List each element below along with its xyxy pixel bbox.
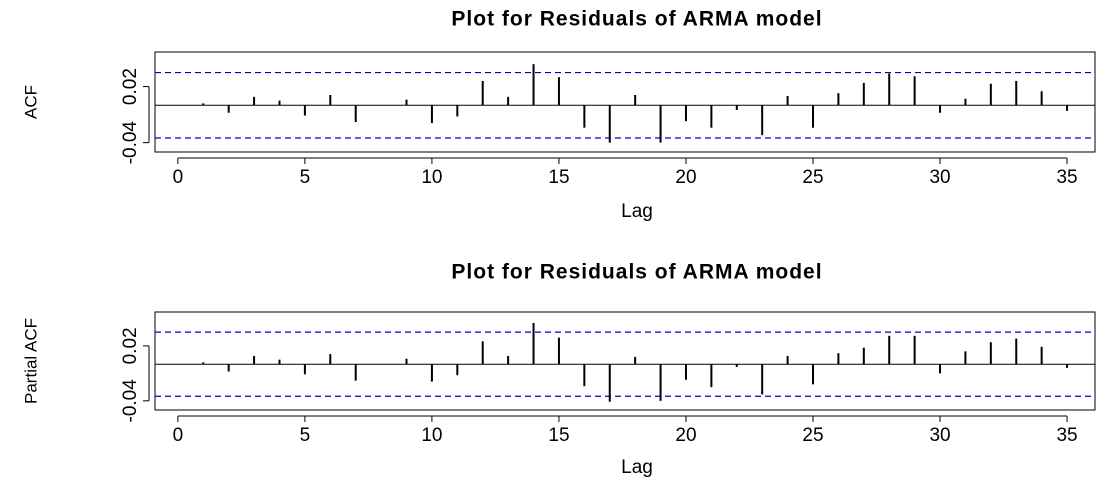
x-tick-label: 35 — [1056, 425, 1077, 446]
y-tick-label: 0.02 — [120, 68, 141, 105]
chart-title: Plot for Residuals of ARMA model — [451, 8, 822, 31]
x-tick-label: 35 — [1056, 167, 1077, 188]
plot-box — [154, 51, 1096, 153]
x-tick-label: 5 — [300, 167, 311, 188]
x-tick-label: 10 — [421, 425, 442, 446]
y-tick-label: 0.02 — [120, 327, 141, 364]
x-tick-label: 30 — [929, 425, 950, 446]
x-tick-label: 5 — [300, 425, 311, 446]
plot-box — [154, 311, 1096, 411]
x-tick-label: 0 — [173, 425, 184, 446]
y-axis-label: Partial ACF — [21, 318, 40, 404]
chart-title: Plot for Residuals of ARMA model — [451, 261, 822, 284]
x-tick-label: 30 — [929, 167, 950, 188]
x-tick-label: 0 — [173, 167, 184, 188]
y-tick-label: -0.04 — [120, 121, 141, 165]
x-tick-label: 20 — [675, 167, 696, 188]
y-axis-label: ACF — [21, 85, 40, 119]
x-axis-label: Lag — [621, 457, 653, 478]
x-tick-label: 25 — [802, 167, 823, 188]
x-tick-label: 20 — [675, 425, 696, 446]
y-tick-label: -0.04 — [120, 379, 141, 423]
x-tick-label: 15 — [548, 167, 569, 188]
x-tick-label: 25 — [802, 425, 823, 446]
x-axis-label: Lag — [621, 201, 653, 222]
x-tick-label: 15 — [548, 425, 569, 446]
x-tick-label: 10 — [421, 167, 442, 188]
